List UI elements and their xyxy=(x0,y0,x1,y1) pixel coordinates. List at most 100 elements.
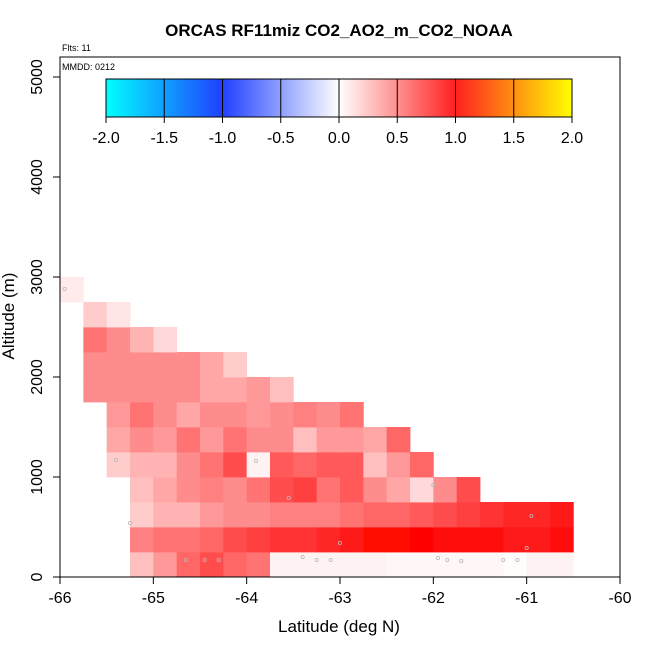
x-axis-label: Latitude (deg N) xyxy=(278,617,400,636)
x-tick-label: -65 xyxy=(142,590,165,607)
sample-point xyxy=(529,514,534,519)
x-tick-label: -62 xyxy=(422,590,445,607)
heatmap-cell xyxy=(293,477,318,503)
colorbar-tick-label: -1.0 xyxy=(209,130,237,147)
sample-points xyxy=(62,286,534,564)
sample-point xyxy=(202,558,207,563)
x-tick-label: -66 xyxy=(48,590,71,607)
heatmap-cell xyxy=(223,427,248,453)
heatmap-cell xyxy=(106,402,131,428)
heatmap-cell xyxy=(60,277,84,303)
heatmap-cell xyxy=(363,502,388,528)
heatmap-cell xyxy=(363,427,388,453)
heatmap-cell xyxy=(153,452,178,478)
heatmap-cell xyxy=(386,452,411,478)
heatmap-cell xyxy=(176,552,201,578)
heatmap-cell xyxy=(270,452,294,478)
heatmap-cell xyxy=(246,552,271,578)
heatmap-cell xyxy=(526,527,551,553)
y-tick-label: 5000 xyxy=(29,59,46,95)
heatmap-cell xyxy=(293,552,318,578)
heatmap-cell xyxy=(223,502,248,528)
sample-point xyxy=(314,558,319,563)
chart-title: ORCAS RF11miz CO2_AO2_m_CO2_NOAA xyxy=(165,21,513,40)
sample-point xyxy=(114,457,119,462)
heatmap-cell xyxy=(176,527,201,553)
x-tick-label: -64 xyxy=(235,590,258,607)
colorbar-tick-label: -1.5 xyxy=(150,130,178,147)
heatmap-cell xyxy=(106,302,131,328)
heatmap-cell xyxy=(223,352,248,378)
heatmap-cell xyxy=(340,502,364,528)
heatmap-cell xyxy=(130,452,154,478)
heatmap-cell xyxy=(386,502,411,528)
heatmap-cell xyxy=(503,502,528,528)
heatmap-cell xyxy=(270,377,294,403)
heatmap-cell xyxy=(386,527,411,553)
heatmap-cell xyxy=(130,527,154,553)
heatmap-cell xyxy=(106,327,131,353)
heatmap-cell xyxy=(550,552,574,578)
heatmap-cell xyxy=(340,527,364,553)
sample-point xyxy=(127,521,132,526)
heatmap-cell xyxy=(153,552,178,578)
heatmap-cell xyxy=(410,477,434,503)
heatmap-cell xyxy=(270,527,294,553)
heatmap-cell xyxy=(270,552,294,578)
heatmap-cell xyxy=(293,427,318,453)
heatmap-cell xyxy=(176,427,201,453)
heatmap-cell xyxy=(223,552,248,578)
heatmap-cell xyxy=(176,402,201,428)
heatmap-cell xyxy=(223,477,248,503)
x-tick-label: -63 xyxy=(328,590,351,607)
heatmap-cell xyxy=(153,377,178,403)
heatmap-cell xyxy=(176,452,201,478)
heatmap-cell xyxy=(130,477,154,503)
heatmap-cell xyxy=(130,377,154,403)
heatmap-cell xyxy=(293,452,318,478)
heatmap-cell xyxy=(480,527,504,553)
heatmap-cell xyxy=(293,527,318,553)
heatmap-cell xyxy=(130,402,154,428)
date-label: MMDD: 0212 xyxy=(62,62,115,72)
heatmap-cell xyxy=(410,502,434,528)
heatmap-cell xyxy=(410,527,434,553)
heatmap-cell xyxy=(176,502,201,528)
heatmap-cell xyxy=(386,552,411,578)
heatmap-cell xyxy=(246,527,271,553)
y-tick-label: 3000 xyxy=(29,259,46,295)
heatmap-cell xyxy=(246,502,271,528)
heatmap-cell xyxy=(106,452,131,478)
heatmap-cell xyxy=(246,402,271,428)
heatmap-cell xyxy=(130,352,154,378)
heatmap-cell xyxy=(363,452,388,478)
heatmap-cell xyxy=(200,552,224,578)
flights-label: Flts: 11 xyxy=(62,43,91,53)
heatmap-cell xyxy=(316,527,341,553)
heatmap-cell xyxy=(340,402,364,428)
colorbar-tick-label: -2.0 xyxy=(92,130,120,147)
x-tick-label: -60 xyxy=(608,590,631,607)
heatmap-cell xyxy=(246,452,271,478)
heatmap-cell xyxy=(153,427,178,453)
sample-point xyxy=(286,495,291,500)
heatmap-cell xyxy=(270,402,294,428)
heatmap-cell xyxy=(223,377,248,403)
heatmap-cell xyxy=(526,502,551,528)
heatmap-cell xyxy=(316,402,341,428)
colorbar: -2.0 -1.5 -1.0 -0.5 0.0 0.5 1.0 1.5 2.0 xyxy=(92,78,583,147)
y-tick-label: 4000 xyxy=(29,159,46,195)
heatmap-cell xyxy=(363,477,388,503)
sample-point xyxy=(515,558,520,563)
heatmap-cells xyxy=(60,277,574,578)
heatmap-cell xyxy=(246,377,271,403)
colorbar-tick-label: 2.0 xyxy=(561,130,583,147)
heatmap-cell xyxy=(130,327,154,353)
heatmap-cell xyxy=(130,552,154,578)
sample-point xyxy=(501,558,506,563)
heatmap-cell xyxy=(480,502,504,528)
heatmap-cell xyxy=(246,477,271,503)
heatmap-cell xyxy=(316,452,341,478)
x-tick-label: -61 xyxy=(515,590,538,607)
heatmap-cell xyxy=(340,477,364,503)
